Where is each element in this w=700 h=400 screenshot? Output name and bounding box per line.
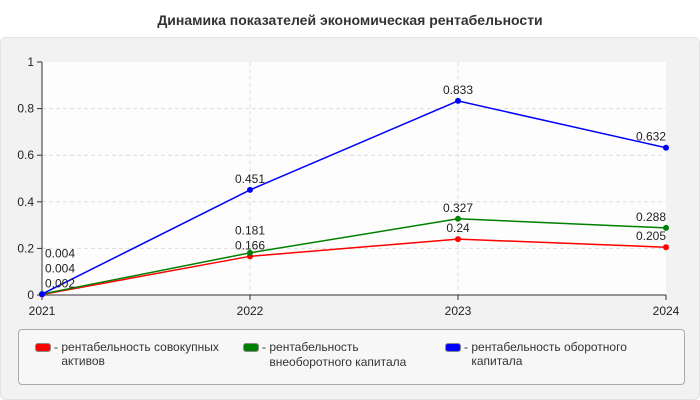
data-label: 0.833 [443, 83, 473, 97]
data-label: 0.288 [636, 210, 666, 224]
legend-label: рентабельность оборотного капитала [471, 340, 627, 368]
legend-label: рентабельность внеоборотного капитала [269, 340, 407, 369]
data-label: 0.181 [235, 223, 265, 237]
y-tick-label: 0 [27, 288, 34, 302]
y-tick-label: 0.4 [17, 195, 34, 209]
data-point [663, 144, 669, 151]
data-label: 0.004 [45, 262, 75, 276]
data-label: 0.327 [443, 201, 473, 215]
data-label: 0.002 [45, 277, 75, 291]
data-point [455, 97, 461, 104]
data-point [663, 224, 669, 231]
data-label: 0.632 [636, 130, 666, 144]
legend: - рентабельность совокупных активов - ре… [18, 329, 685, 385]
legend-dash: - [54, 340, 62, 354]
legend-swatch [35, 343, 51, 352]
y-tick-label: 0.8 [17, 102, 34, 116]
y-tick-label: 0.2 [17, 241, 34, 255]
data-label: 0.24 [446, 221, 470, 235]
legend-swatch [243, 343, 259, 352]
y-tick-label: 1 [27, 55, 34, 69]
data-label: 0.205 [636, 229, 666, 243]
data-point [455, 215, 461, 222]
x-tick-label: 2022 [237, 304, 264, 318]
data-label: 0.004 [45, 247, 75, 261]
series-line [41, 218, 667, 295]
series-line [41, 100, 667, 295]
data-point [455, 236, 461, 243]
data-label: 0.166 [235, 238, 265, 252]
legend-item: - рентабельность совокупных активов [35, 340, 235, 368]
legend-dash: - [262, 340, 270, 354]
legend-item: - рентабельность оборотного капитала [445, 340, 670, 368]
data-point [663, 244, 669, 251]
chart-title: Динамика показателей экономическая рента… [157, 12, 543, 28]
legend-dash: - [464, 340, 472, 354]
legend-label: рентабельность совокупных активов [61, 340, 219, 368]
data-label: 0.451 [235, 172, 265, 186]
legend-swatch [445, 343, 461, 352]
data-point [39, 291, 45, 298]
x-tick-label: 2024 [653, 304, 680, 318]
data-point [247, 186, 253, 193]
legend-item: - рентабельность внеоборотного капитала [243, 340, 433, 370]
series-line [41, 238, 667, 296]
y-tick-label: 0.6 [17, 148, 34, 162]
x-tick-label: 2023 [445, 304, 472, 318]
data-point [247, 249, 253, 256]
x-tick-label: 2021 [29, 304, 56, 318]
plot-area [42, 62, 666, 295]
